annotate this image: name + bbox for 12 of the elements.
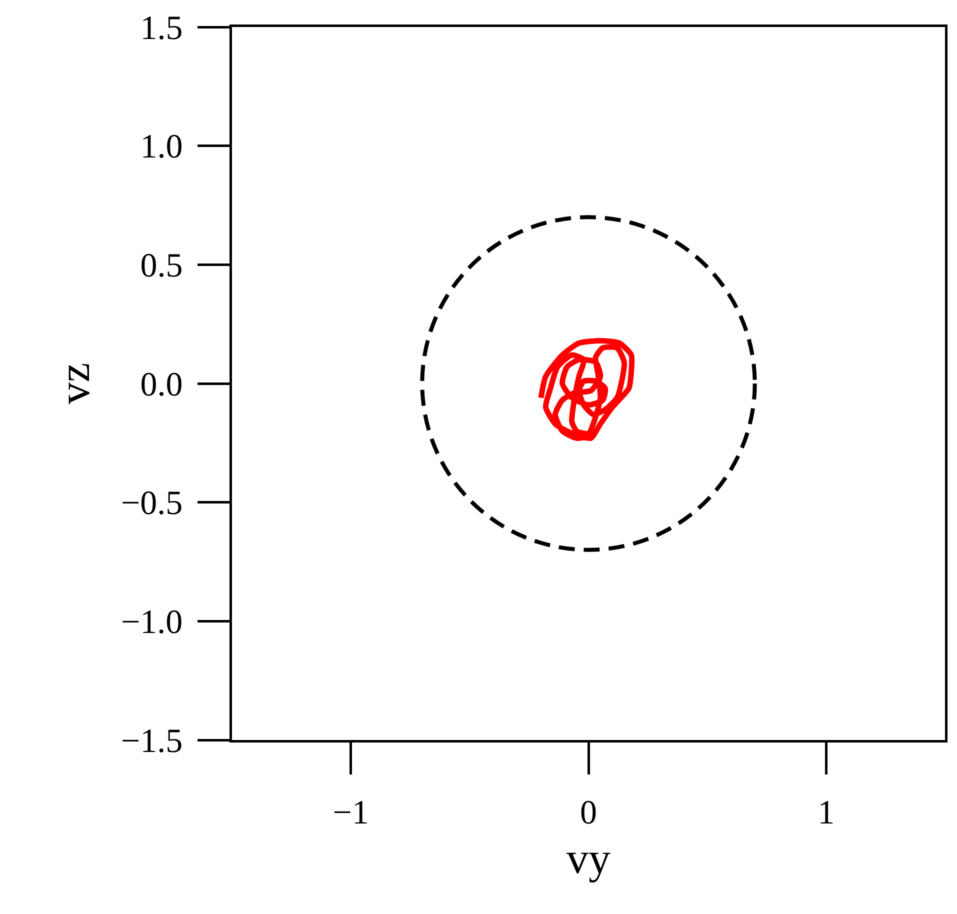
y-tick-label: 1.5 (140, 10, 183, 47)
y-tick-label: 0.0 (140, 366, 183, 404)
x-axis-title: vy (566, 834, 610, 883)
y-tick-label: 1.0 (140, 128, 183, 166)
y-tick-label: −1.5 (121, 722, 183, 760)
x-tick-label: 0 (580, 794, 597, 832)
y-axis-title: vz (50, 362, 99, 404)
x-tick-label: −1 (332, 794, 369, 832)
y-tick-label: −1.0 (121, 604, 183, 642)
y-tick-label: −0.5 (121, 485, 183, 522)
y-tick-label: 0.5 (140, 248, 183, 285)
x-tick-label: 1 (818, 794, 835, 832)
